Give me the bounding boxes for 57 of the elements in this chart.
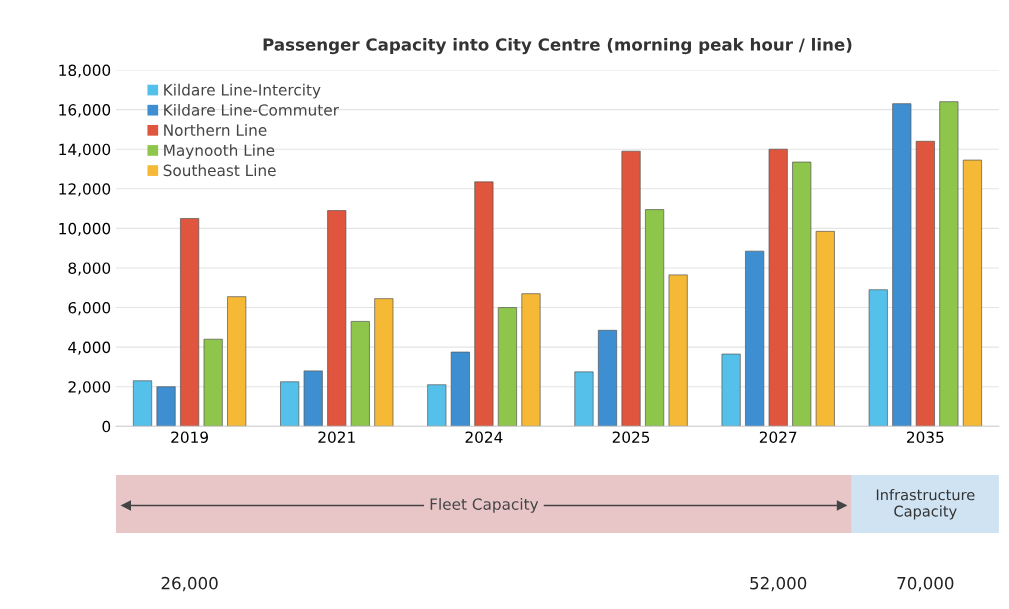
bar	[374, 298, 394, 427]
bar	[745, 250, 765, 427]
x-tick-label: 2021	[318, 431, 355, 443]
y-tick-label: 14,000	[59, 143, 111, 157]
x-tick-label: 2025	[612, 431, 650, 443]
bar	[203, 338, 223, 427]
bar	[721, 353, 741, 427]
y-tick-label: 6,000	[68, 302, 111, 316]
bar	[815, 230, 835, 427]
y-tick-label: 8,000	[68, 262, 111, 276]
y-tick-label: 4,000	[68, 341, 111, 355]
bar	[497, 307, 517, 427]
bar	[939, 101, 959, 427]
bar	[962, 159, 982, 427]
bar	[350, 321, 370, 427]
y-tick-label: 2,000	[68, 381, 111, 395]
x-tick-label: 2019	[171, 431, 208, 443]
bar	[521, 293, 541, 427]
bar	[180, 218, 200, 427]
y-tick-label: 10,000	[59, 222, 111, 236]
bar	[597, 329, 618, 427]
bar	[132, 380, 153, 427]
bar	[156, 386, 176, 427]
text: 70,000	[897, 576, 954, 592]
legend-label: Southeast Line	[163, 164, 276, 177]
bar	[280, 381, 300, 427]
bar	[574, 371, 594, 427]
x-tick-label: 2024	[465, 431, 503, 443]
y-tick-label: 12,000	[59, 183, 111, 197]
text: Fleet Capacity	[430, 498, 539, 513]
bar	[450, 351, 470, 427]
y-tick-label: 16,000	[59, 104, 111, 118]
legend-label: Maynooth Line	[164, 144, 275, 159]
chart-title: Passenger Capacity into City Centre (morning peak hour / line)	[263, 37, 852, 55]
x-tick-label: 2035	[907, 431, 944, 443]
bar	[327, 210, 347, 427]
bar	[303, 370, 323, 427]
bar	[892, 103, 912, 427]
bar	[227, 296, 247, 427]
bar	[792, 161, 812, 427]
text: Infrastructure Capacity	[876, 489, 975, 520]
bar	[427, 384, 447, 427]
bar	[868, 289, 888, 427]
legend-label: Kildare Line-Commuter	[164, 103, 339, 116]
y-tick-label: 18,000	[59, 64, 111, 78]
bar	[621, 150, 641, 427]
bar	[474, 181, 494, 427]
bar	[768, 148, 788, 427]
legend-label: Kildare Line-Intercity	[164, 83, 321, 99]
bar	[915, 140, 935, 427]
bar	[645, 209, 665, 427]
bar	[668, 274, 688, 427]
x-tick-label: 2027	[759, 431, 797, 443]
text: 52,000	[750, 576, 807, 592]
y-tick-label: 0	[102, 420, 111, 433]
legend-label: Northern Line	[164, 124, 267, 136]
text: 26,000	[161, 576, 218, 592]
